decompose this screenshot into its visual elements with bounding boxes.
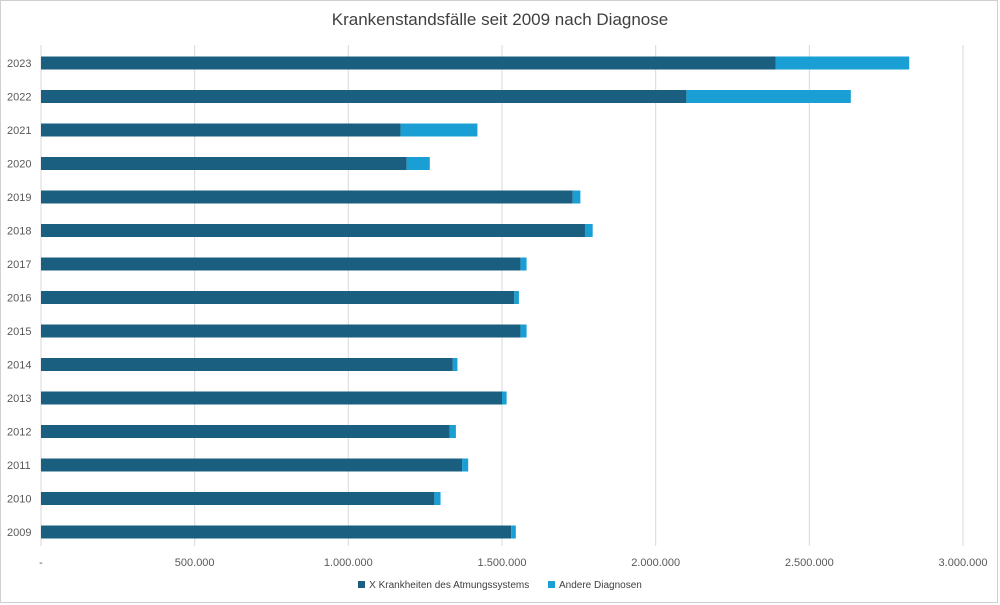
label-layer: - 500.000 1.000.000 1.500.000 2.000.000 2.500…	[7, 58, 987, 569]
bar-2023-other	[775, 56, 910, 70]
bar-2012-respiratory	[41, 425, 450, 438]
x-tick-label-5: 2.500.000	[785, 557, 834, 569]
bar-2019-other	[572, 190, 581, 204]
bar-2020-respiratory	[41, 157, 407, 170]
legend-item-other: Andere Diagnosen	[548, 580, 642, 591]
chart-title: Krankenstandsfälle seit 2009 nach Diagno…	[331, 10, 669, 29]
bar-2020-other	[406, 157, 430, 170]
y-category-label-2016: 2016	[7, 293, 31, 305]
y-category-label-2019: 2019	[7, 192, 31, 204]
x-tick-label-1: 500.000	[175, 557, 215, 569]
legend-swatch-respiratory	[358, 581, 366, 588]
x-tick-label-4: 2.000.000	[631, 557, 680, 569]
legend-label-respiratory: X Krankheiten des Atmungssystems	[369, 580, 530, 591]
bar-2021-other	[400, 123, 478, 137]
y-category-label-2023: 2023	[7, 58, 31, 70]
bar-2022-other	[686, 90, 851, 103]
bar-layer	[41, 56, 910, 539]
bar-2013-other	[502, 391, 507, 405]
bar-2015-respiratory	[41, 324, 521, 338]
x-tick-label-0: -	[39, 557, 43, 569]
bar-2009-other	[511, 525, 516, 539]
x-tick-label-6: 3.000.000	[939, 557, 988, 569]
y-category-label-2014: 2014	[7, 360, 31, 372]
legend-item-respiratory: X Krankheiten des Atmungssystems	[358, 580, 529, 591]
bar-2023-respiratory	[41, 56, 776, 70]
y-category-label-2009: 2009	[7, 527, 31, 539]
bar-2017-respiratory	[41, 257, 521, 271]
bar-2018-respiratory	[41, 224, 585, 237]
y-category-label-2018: 2018	[7, 226, 31, 238]
x-tick-label-3: 1.500.000	[478, 557, 527, 569]
y-category-label-2015: 2015	[7, 326, 31, 338]
bar-2014-respiratory	[41, 358, 453, 371]
bar-2016-respiratory	[41, 291, 515, 304]
bar-2017-other	[520, 257, 527, 271]
bar-2011-other	[462, 458, 469, 472]
legend-swatch-other	[548, 581, 555, 588]
bar-2014-other	[452, 358, 458, 371]
bar-2021-respiratory	[41, 123, 401, 137]
bar-2010-respiratory	[41, 492, 435, 505]
bar-2018-other	[584, 224, 593, 237]
y-category-label-2017: 2017	[7, 259, 31, 271]
y-category-label-2020: 2020	[7, 159, 31, 171]
bar-2012-other	[449, 425, 456, 438]
legend: X Krankheiten des Atmungssystems Andere …	[0, 580, 1000, 591]
bar-2019-respiratory	[41, 190, 573, 204]
y-category-label-2010: 2010	[7, 494, 31, 506]
bar-2009-respiratory	[41, 525, 512, 539]
bar-2011-respiratory	[41, 458, 463, 472]
bar-2010-other	[434, 492, 441, 505]
y-category-label-2021: 2021	[7, 125, 31, 137]
bar-2016-other	[514, 291, 519, 304]
y-category-label-2013: 2013	[7, 393, 31, 405]
y-category-label-2022: 2022	[7, 92, 31, 104]
bar-2015-other	[520, 324, 527, 338]
x-tick-label-2: 1.000.000	[324, 557, 373, 569]
y-category-label-2011: 2011	[7, 460, 31, 472]
y-category-label-2012: 2012	[7, 427, 31, 439]
legend-label-other: Andere Diagnosen	[559, 580, 642, 591]
bar-2022-respiratory	[41, 90, 687, 103]
bar-2013-respiratory	[41, 391, 502, 405]
